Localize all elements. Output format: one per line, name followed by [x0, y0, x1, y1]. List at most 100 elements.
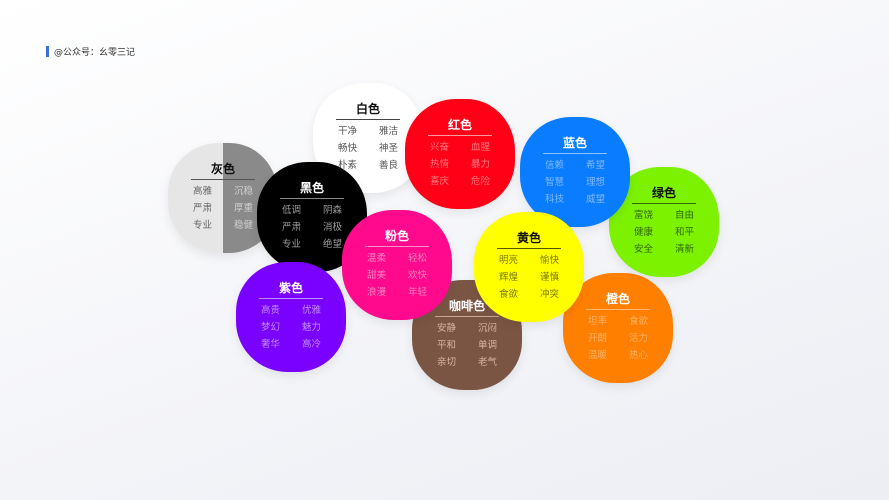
- keyword: 专业: [282, 239, 302, 250]
- keyword-grid: 温柔 轻松甜美 欢快浪漫 年轻: [367, 253, 427, 299]
- keyword: 阴森: [322, 205, 342, 216]
- keyword-grid: 干净 雅洁畅快 神圣朴素 善良: [338, 126, 398, 172]
- color-name: 紫色: [278, 281, 303, 295]
- divider: [280, 198, 344, 199]
- keyword-grid: 明亮 愉快辉煌 谨慎食欲 冲突: [499, 255, 559, 301]
- keyword: 热心: [628, 350, 648, 361]
- keyword: 危险: [470, 176, 490, 187]
- keyword: 严肃: [193, 203, 213, 214]
- keyword: 希望: [585, 160, 605, 171]
- keyword: 食欲: [499, 289, 519, 300]
- color-name: 橙色: [605, 292, 630, 306]
- keyword: 稳健: [233, 220, 253, 231]
- keyword: 平和: [437, 340, 457, 351]
- keyword: 干净: [338, 126, 358, 137]
- color-card-orange: 橙色坦率 食欲开朗 活力温暖 热心: [563, 273, 673, 383]
- color-name: 黄色: [516, 231, 541, 245]
- color-card-purple: 紫色高贵 优雅梦幻 魅力奢华 高冷: [236, 262, 346, 372]
- keyword-grid: 信赖 希望 智慧 理想 科技 威望: [545, 160, 605, 206]
- divider: [365, 246, 429, 247]
- color-name: 粉色: [384, 229, 409, 243]
- color-name: 绿色: [651, 186, 676, 200]
- keyword: 安全: [634, 244, 654, 255]
- keyword-grid: 坦率 食欲开朗 活力温暖 热心: [588, 316, 648, 362]
- keyword: 明亮: [499, 255, 519, 266]
- divider: [632, 203, 696, 204]
- color-name: 黑色: [299, 181, 324, 195]
- keyword-grid: 低调 阴森 严肃 消极 专业 绝望: [282, 205, 342, 251]
- keyword: 理想: [585, 177, 605, 188]
- keyword: 神圣: [378, 143, 398, 154]
- color-card-pink: 粉色温柔 轻松甜美 欢快浪漫 年轻: [342, 210, 452, 320]
- keyword: 欢快: [407, 270, 427, 281]
- keyword: 兴奋: [430, 142, 450, 153]
- divider: [586, 309, 650, 310]
- keyword: 清新: [674, 244, 694, 255]
- color-name: 蓝色: [562, 136, 587, 150]
- keyword: 开朗: [588, 333, 608, 344]
- keyword: 喜庆: [430, 176, 450, 187]
- divider: [543, 153, 607, 154]
- divider: [435, 316, 499, 317]
- keyword: 沉稳: [233, 186, 253, 197]
- keyword: 冲突: [539, 289, 559, 300]
- keyword: 愉快: [539, 255, 559, 266]
- keyword: 年轻: [407, 287, 427, 298]
- keyword: 科技: [545, 194, 565, 205]
- divider: [497, 248, 561, 249]
- keyword: 绝望: [322, 239, 342, 250]
- keyword: 亲切: [437, 357, 457, 368]
- keyword: 甜美: [367, 270, 387, 281]
- keyword: 自由: [674, 210, 694, 221]
- keyword: 血腥: [470, 142, 490, 153]
- keyword-grid: 安静 沉闷 平和 单调 亲切 老气: [437, 323, 497, 369]
- keyword: 暴力: [470, 159, 490, 170]
- keyword: 雅洁: [378, 126, 398, 137]
- keyword: 谨慎: [539, 272, 559, 283]
- keyword: 朴素: [338, 160, 358, 171]
- keyword: 奢华: [261, 339, 281, 350]
- keyword: 沉闷: [477, 323, 497, 334]
- keyword: 热情: [430, 159, 450, 170]
- keyword: 专业: [193, 220, 213, 231]
- keyword: 梦幻: [261, 322, 281, 333]
- keyword: 活力: [628, 333, 648, 344]
- keyword: 健康: [634, 227, 654, 238]
- keyword: 浪漫: [367, 287, 387, 298]
- keyword: 和平: [674, 227, 694, 238]
- accent-bar: [46, 46, 49, 57]
- keyword: 温暖: [588, 350, 608, 361]
- header-text: @公众号：幺零三记: [54, 48, 136, 58]
- keyword: 畅快: [338, 143, 358, 154]
- divider: [428, 135, 492, 136]
- keyword: 低调: [282, 205, 302, 216]
- keyword: 单调: [477, 340, 497, 351]
- keyword: 轻松: [407, 253, 427, 264]
- keyword: 安静: [437, 323, 457, 334]
- color-card-yellow: 黄色明亮 愉快辉煌 谨慎食欲 冲突: [474, 212, 584, 322]
- keyword: 魅力: [301, 322, 321, 333]
- keyword: 食欲: [628, 316, 648, 327]
- keyword: 高贵: [261, 305, 281, 316]
- color-name: 灰色: [210, 162, 235, 176]
- keyword-grid: 兴奋 血腥热情 暴力喜庆 危险: [430, 142, 490, 188]
- keyword: 善良: [378, 160, 398, 171]
- keyword: 富饶: [634, 210, 654, 221]
- keyword: 温柔: [367, 253, 387, 264]
- keyword: 威望: [585, 194, 605, 205]
- keyword: 高雅: [193, 186, 213, 197]
- keyword: 厚重: [233, 203, 253, 214]
- color-name: 白色: [355, 102, 380, 116]
- divider: [336, 119, 400, 120]
- keyword: 坦率: [588, 316, 608, 327]
- divider: [191, 179, 255, 180]
- keyword: 智慧: [545, 177, 565, 188]
- keyword: 优雅: [301, 305, 321, 316]
- color-card-blue: 蓝色 信赖 希望 智慧 理想 科技 威望: [520, 117, 630, 227]
- keyword: 消极: [322, 222, 342, 233]
- keyword: 辉煌: [499, 272, 519, 283]
- keyword-grid: 高雅 沉稳严肃 厚重专业 稳健: [193, 186, 253, 232]
- color-card-red: 红色 兴奋 血腥 热情 暴力 喜庆 危险: [405, 99, 515, 209]
- keyword: 高冷: [301, 339, 321, 350]
- divider: [259, 298, 323, 299]
